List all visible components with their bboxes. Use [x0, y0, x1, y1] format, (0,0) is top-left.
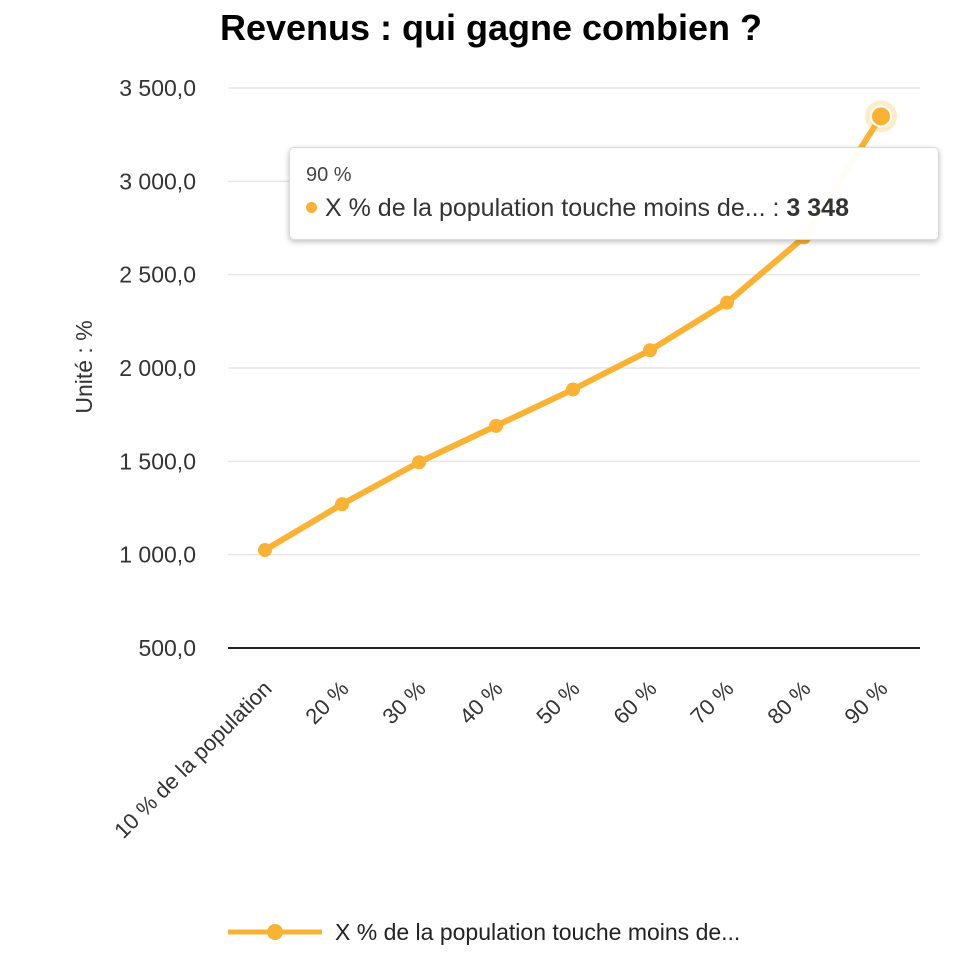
x-tick-label: 30 %: [377, 676, 430, 729]
tooltip-series-label: X % de la population touche moins de... …: [325, 194, 787, 222]
data-point[interactable]: [643, 343, 657, 358]
y-axis-label: Unité : %: [71, 320, 97, 413]
x-tick-label: 80 %: [762, 676, 815, 729]
legend-marker-icon: [267, 924, 283, 940]
tooltip-value: 3 348: [786, 194, 849, 222]
x-tick-label: 70 %: [685, 676, 738, 729]
tooltip: 90 % X % de la population touche moins d…: [289, 147, 939, 240]
y-tick-label: 1 000,0: [119, 542, 196, 568]
x-tick-label: 10 % de la population: [109, 676, 276, 843]
y-tick-label: 500,0: [138, 635, 196, 661]
y-tick-label: 2 500,0: [119, 262, 196, 288]
x-axis-ticks: 10 % de la population 20 % 30 % 40 % 50 % 60 …: [109, 676, 892, 843]
y-tick-label: 1 500,0: [119, 448, 196, 474]
y-tick-label: 3 500,0: [119, 75, 196, 101]
data-point[interactable]: [335, 497, 349, 512]
legend-item-label[interactable]: X % de la population touche moins de...: [335, 919, 740, 945]
y-tick-label: 3 000,0: [119, 168, 196, 194]
data-point[interactable]: [258, 543, 272, 557]
x-tick-label: 90 %: [839, 676, 892, 729]
data-point[interactable]: [412, 455, 426, 470]
data-point[interactable]: [720, 295, 734, 310]
y-axis-ticks: 500,0 1 000,0 1 500,0 2 000,0 2 500,0 3 000,0…: [119, 75, 196, 661]
x-tick-label: 60 %: [608, 676, 661, 729]
x-tick-label: 20 %: [300, 676, 353, 729]
tooltip-header: 90 %: [306, 164, 352, 186]
data-point[interactable]: [566, 382, 580, 397]
data-point[interactable]: [489, 418, 503, 433]
legend[interactable]: X % de la population touche moins de...: [228, 919, 740, 945]
series-layer: [258, 100, 897, 557]
tooltip-series-dot-icon: [306, 201, 317, 213]
x-tick-label: 50 %: [531, 676, 584, 729]
chart-title: Revenus : qui gagne combien ?: [220, 7, 762, 48]
x-tick-label: 40 %: [454, 676, 507, 729]
data-point-highlighted[interactable]: [870, 105, 892, 128]
y-tick-label: 2 000,0: [119, 355, 196, 381]
tooltip-series-line: X % de la population touche moins de... …: [306, 194, 849, 223]
